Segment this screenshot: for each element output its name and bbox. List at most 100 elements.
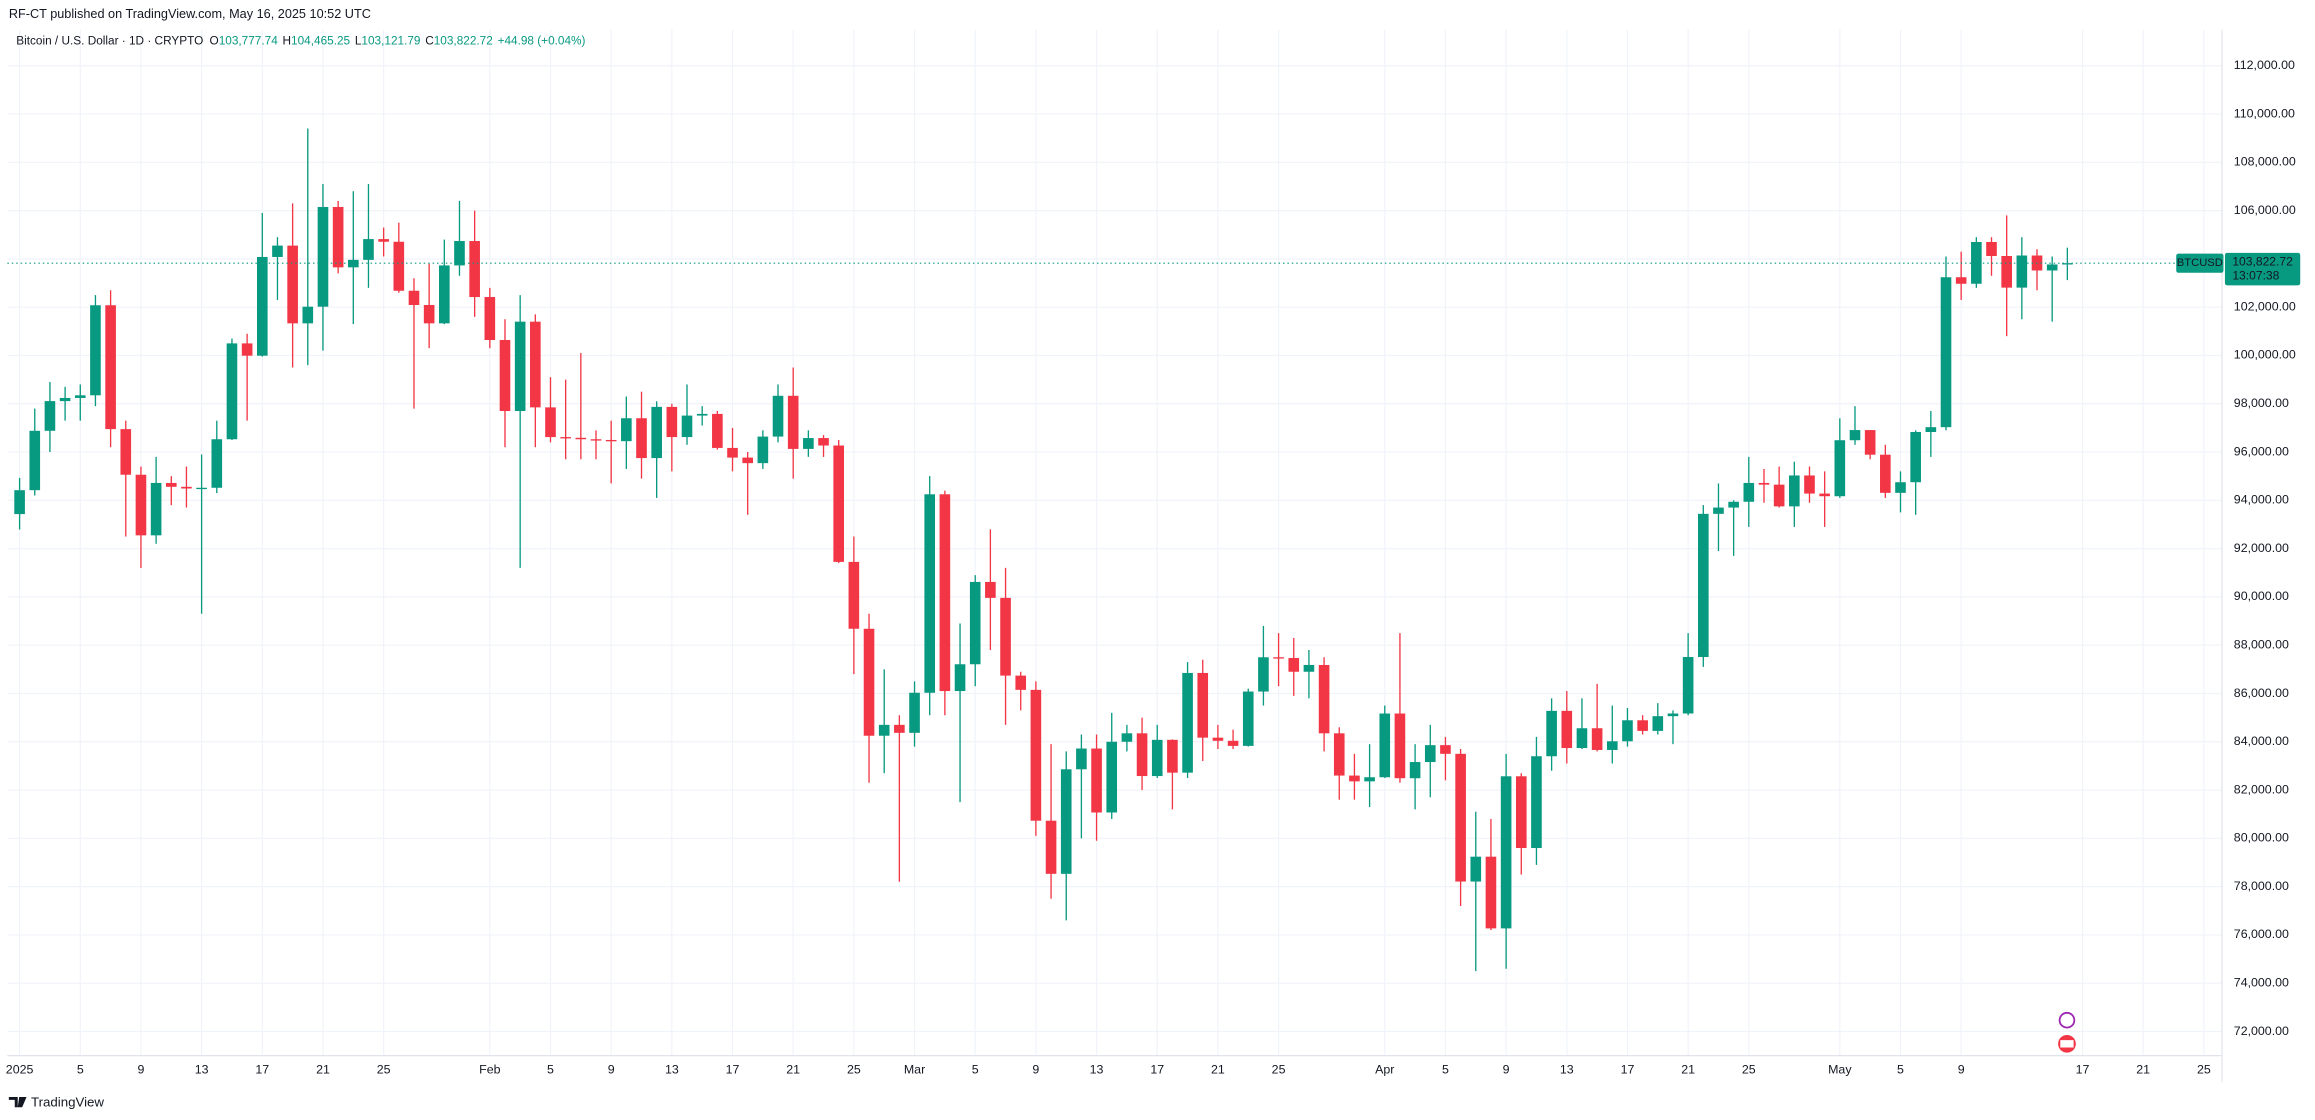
candle-body bbox=[1546, 710, 1557, 757]
candle-body bbox=[90, 305, 101, 396]
candle-body bbox=[1136, 733, 1148, 777]
candle-body bbox=[1364, 777, 1375, 782]
x-tick-label: 25 bbox=[377, 1063, 391, 1077]
x-tick-label: 25 bbox=[1742, 1063, 1756, 1077]
legend-header: Bitcoin / U.S. Dollar · 1D · CRYPTO O103… bbox=[16, 33, 585, 47]
candle-body bbox=[317, 206, 329, 307]
candle-body bbox=[1151, 739, 1163, 777]
candle-body bbox=[1288, 657, 1300, 672]
x-tick-label: 21 bbox=[786, 1063, 800, 1077]
candle-body bbox=[878, 724, 890, 736]
candle-body bbox=[105, 305, 116, 430]
candle-body bbox=[484, 297, 496, 341]
candle-body bbox=[848, 561, 860, 629]
x-tick-label: 9 bbox=[1032, 1063, 1039, 1077]
x-tick-label: 5 bbox=[1442, 1063, 1449, 1077]
candle-body bbox=[469, 241, 480, 298]
candle-body bbox=[1242, 691, 1254, 746]
candle-body bbox=[1895, 482, 1906, 493]
candle-body bbox=[1955, 277, 1967, 284]
x-tick-label: 21 bbox=[316, 1063, 330, 1077]
candle-body bbox=[1667, 713, 1679, 717]
candle-body bbox=[1030, 689, 1042, 821]
candle-body bbox=[560, 437, 571, 439]
x-tick-label: 25 bbox=[2197, 1063, 2211, 1077]
x-tick-label: Feb bbox=[479, 1063, 500, 1077]
candle-body bbox=[1971, 241, 1982, 284]
candle-body bbox=[605, 439, 617, 442]
candle-body bbox=[1440, 745, 1451, 754]
candle-body bbox=[165, 482, 177, 487]
candle-body bbox=[757, 436, 769, 464]
candle-body bbox=[363, 239, 374, 260]
candle-body bbox=[74, 395, 86, 398]
brand-logo bbox=[8, 1096, 27, 1108]
field-label: L bbox=[355, 33, 362, 47]
indicator-icons bbox=[2058, 1011, 2076, 1053]
x-tick-label: 2025 bbox=[6, 1063, 34, 1077]
y-tick-label: 98,000.00 bbox=[2234, 396, 2289, 410]
field-value: 103,121.79 bbox=[361, 33, 420, 47]
field-value: 104,465.25 bbox=[291, 33, 350, 47]
candle-body bbox=[772, 395, 784, 437]
change: +44.98 (+0.04%) bbox=[498, 33, 586, 47]
x-tick-label: 9 bbox=[137, 1063, 144, 1077]
x-tick-label: 13 bbox=[195, 1063, 209, 1077]
candle-body bbox=[1804, 475, 1815, 494]
x-tick-label: 17 bbox=[255, 1063, 269, 1077]
x-tick-label: 17 bbox=[1621, 1063, 1635, 1077]
candle-body bbox=[1333, 733, 1345, 776]
y-tick-label: 88,000.00 bbox=[2234, 637, 2289, 651]
candle-body bbox=[1424, 745, 1436, 763]
y-tick-label: 84,000.00 bbox=[2234, 734, 2289, 748]
candle-body bbox=[1167, 739, 1178, 773]
candle-body bbox=[1349, 775, 1360, 782]
x-tick-label: 21 bbox=[1211, 1063, 1225, 1077]
x-tick-label: 25 bbox=[1272, 1063, 1286, 1077]
candle-body bbox=[1849, 430, 1861, 441]
candle-body bbox=[1576, 728, 1588, 749]
field-value: 103,822.72 bbox=[434, 33, 493, 47]
candle-body bbox=[226, 343, 238, 440]
candle-body bbox=[1485, 856, 1497, 929]
candle-body bbox=[120, 429, 132, 475]
candle-body bbox=[1986, 241, 1997, 256]
candle-body bbox=[681, 415, 693, 438]
x-tick-label: 13 bbox=[665, 1063, 679, 1077]
y-tick-label: 90,000.00 bbox=[2234, 589, 2289, 603]
candle-body bbox=[44, 401, 56, 431]
candle-body bbox=[2046, 264, 2058, 271]
candle-body bbox=[1940, 277, 1952, 428]
candle-body bbox=[1591, 728, 1603, 750]
candle-body bbox=[181, 486, 192, 489]
candle-body bbox=[1713, 507, 1724, 514]
candle-body bbox=[2062, 263, 2073, 265]
x-tick-label: 13 bbox=[1560, 1063, 1574, 1077]
candle-body bbox=[1409, 762, 1421, 779]
candle-body bbox=[1060, 769, 1072, 874]
candle-body bbox=[454, 241, 465, 266]
candle-body bbox=[651, 406, 662, 459]
y-tick-label: 76,000.00 bbox=[2234, 927, 2289, 941]
grid bbox=[7, 29, 2222, 1056]
candles bbox=[14, 128, 2073, 972]
candle-body bbox=[1455, 753, 1466, 882]
y-tick-label: 82,000.00 bbox=[2234, 782, 2289, 796]
candle-body bbox=[1622, 720, 1633, 742]
candle-body bbox=[1637, 720, 1648, 731]
x-tick-label: 21 bbox=[1681, 1063, 1695, 1077]
y-tick-label: 78,000.00 bbox=[2234, 879, 2289, 893]
candle-body bbox=[1227, 740, 1239, 746]
candle-body bbox=[241, 343, 253, 356]
price-tag-symbol-box bbox=[2176, 253, 2224, 273]
candle-body bbox=[1773, 484, 1785, 507]
field-value: 103,777.74 bbox=[219, 33, 278, 47]
candle-body bbox=[803, 438, 814, 449]
candle-body bbox=[408, 290, 420, 306]
candle-body bbox=[696, 413, 708, 416]
x-tick-label: 13 bbox=[1090, 1063, 1104, 1077]
y-tick-label: 96,000.00 bbox=[2234, 444, 2289, 458]
x-tick-label: 9 bbox=[1503, 1063, 1510, 1077]
candle-body bbox=[1045, 820, 1057, 874]
candle-body bbox=[378, 239, 389, 242]
